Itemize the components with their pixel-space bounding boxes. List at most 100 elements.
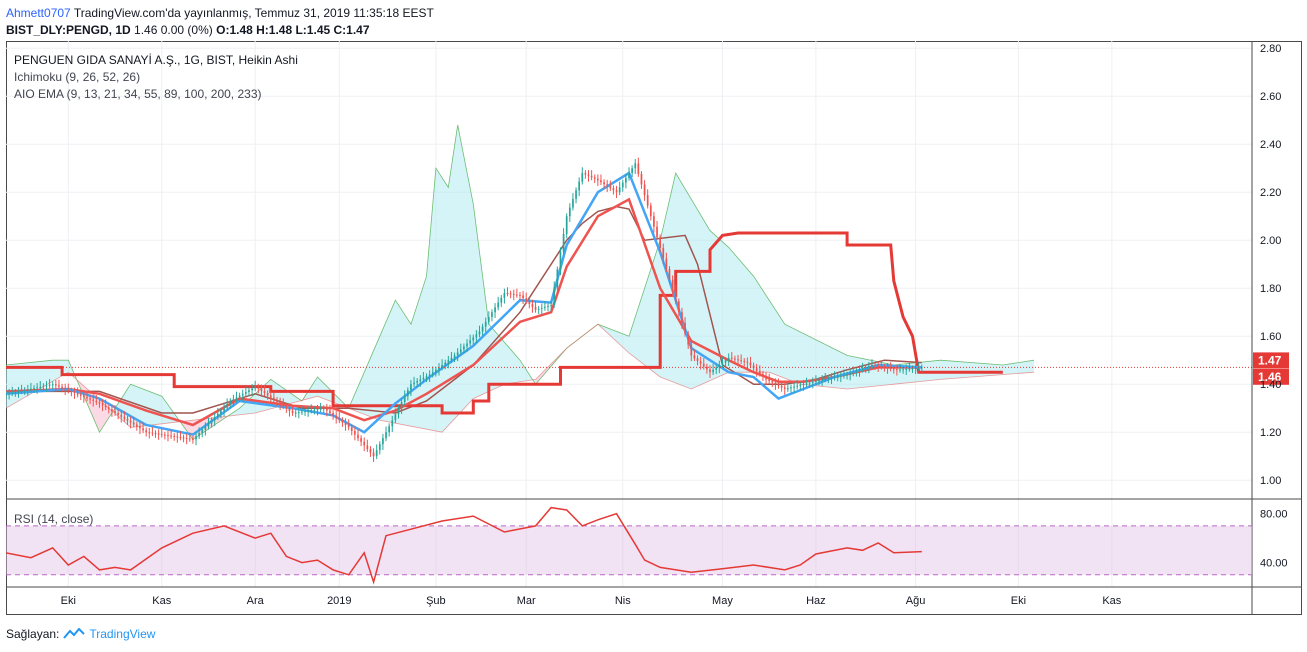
candle-body (229, 401, 232, 405)
candle-body (142, 428, 144, 431)
candle-body (70, 390, 73, 392)
span-b-line (6, 323, 1035, 433)
legend-ichimoku[interactable]: Ichimoku (9, 26, 52, 26) (14, 70, 141, 84)
candle-body (643, 184, 646, 196)
candle-body (111, 409, 113, 412)
candle-body (151, 432, 154, 434)
candle-body (76, 393, 79, 395)
candle-body (849, 373, 852, 375)
ohlc-values: O:1.48 H:1.48 L:1.45 C:1.47 (216, 23, 370, 37)
cloud-bull (566, 173, 1034, 389)
candle-body (877, 365, 880, 367)
candle-body (304, 411, 306, 413)
last-price-label: 1.47 (1258, 353, 1282, 367)
candle-body (129, 420, 132, 423)
candle-body (410, 384, 412, 391)
y-tick-label: 2.20 (1260, 187, 1281, 199)
x-tick-label: Ara (247, 595, 265, 607)
candle-body (251, 388, 253, 391)
candle-body (338, 417, 341, 421)
ema21-line (6, 197, 922, 427)
candle-body (441, 365, 443, 368)
candle-body (450, 357, 453, 361)
candle-body (596, 178, 599, 181)
candle-body (534, 306, 537, 310)
candle-body (20, 390, 23, 392)
candle-body (712, 369, 714, 373)
candle-body (372, 452, 375, 457)
candle-body (363, 441, 366, 446)
candle-body (232, 399, 235, 401)
candle-body (185, 437, 188, 439)
provided-by-label: Sağlayan: (6, 627, 60, 641)
cloud-bull (6, 360, 78, 409)
candle-body (830, 377, 833, 379)
legend-ema[interactable]: AIO EMA (9, 13, 21, 34, 55, 89, 100, 200… (14, 87, 262, 101)
candle-body (587, 174, 590, 176)
candle-body (497, 302, 500, 308)
candle-body (413, 382, 415, 385)
rsi-tick-label: 40.00 (1260, 558, 1288, 570)
candle-body (787, 388, 789, 390)
publish-timestamp: TradingView.com'da yayınlanmış, Temmuz 3… (73, 6, 434, 20)
candle-body (656, 226, 658, 238)
price-chart[interactable]: 1.47 1.46 1.00 1.20 1.40 1.60 1.80 2.00 2.20 2.40… (6, 41, 1302, 615)
candle-body (375, 450, 378, 457)
candle-body (777, 384, 780, 386)
author-link[interactable]: Ahmett0707 (6, 6, 71, 20)
candle-body (715, 367, 718, 370)
candle-body (8, 393, 10, 395)
candle-body (301, 411, 303, 413)
candle-body (6, 393, 7, 395)
candle-body (808, 382, 811, 384)
candle-body (581, 173, 584, 182)
candle-body (176, 436, 179, 438)
candle-body (659, 237, 662, 248)
candle-body (718, 365, 721, 368)
candle-body (167, 435, 169, 437)
candle-body (114, 411, 116, 413)
candle-body (201, 429, 204, 433)
candle-body (213, 417, 216, 421)
candle-body (316, 409, 319, 411)
candle-body (509, 293, 512, 295)
candle-body (727, 357, 730, 361)
y-tick-label: 1.20 (1260, 427, 1281, 439)
candle-body (157, 433, 160, 435)
y-tick-label: 1.00 (1260, 475, 1281, 487)
candle-body (702, 363, 705, 367)
candle-body (721, 362, 724, 365)
tradingview-link[interactable]: TradingView (89, 627, 156, 641)
candle-body (843, 375, 845, 377)
candle-body (86, 397, 88, 399)
candle-body (584, 173, 587, 175)
candle-body (631, 168, 633, 173)
candle-body (516, 294, 518, 296)
candle-body (846, 374, 848, 376)
baseline-line (6, 205, 922, 414)
candle-body (528, 301, 531, 305)
candle-body (494, 307, 496, 313)
y-tick-label: 2.80 (1260, 43, 1281, 55)
candle-body (269, 395, 272, 398)
y-tick-label: 2.40 (1260, 139, 1281, 151)
candle-body (768, 379, 771, 381)
candle-body (366, 445, 369, 449)
candle-body (553, 287, 556, 305)
candle-body (634, 163, 637, 169)
kijun-line (6, 231, 1003, 415)
legend-rsi[interactable]: RSI (14, close) (14, 512, 94, 526)
candle-body (104, 405, 107, 408)
candle-body (852, 372, 855, 374)
candle-body (758, 371, 761, 374)
candle-body (827, 378, 830, 380)
candle-body (241, 393, 244, 396)
candle-body (653, 216, 655, 227)
candle-body (780, 385, 783, 388)
candles (6, 157, 923, 462)
candle-body (394, 414, 397, 421)
candle-body (883, 366, 886, 368)
cloud-bull (305, 125, 536, 433)
candle-body (319, 408, 322, 410)
x-tick-label: Kas (1102, 595, 1121, 607)
